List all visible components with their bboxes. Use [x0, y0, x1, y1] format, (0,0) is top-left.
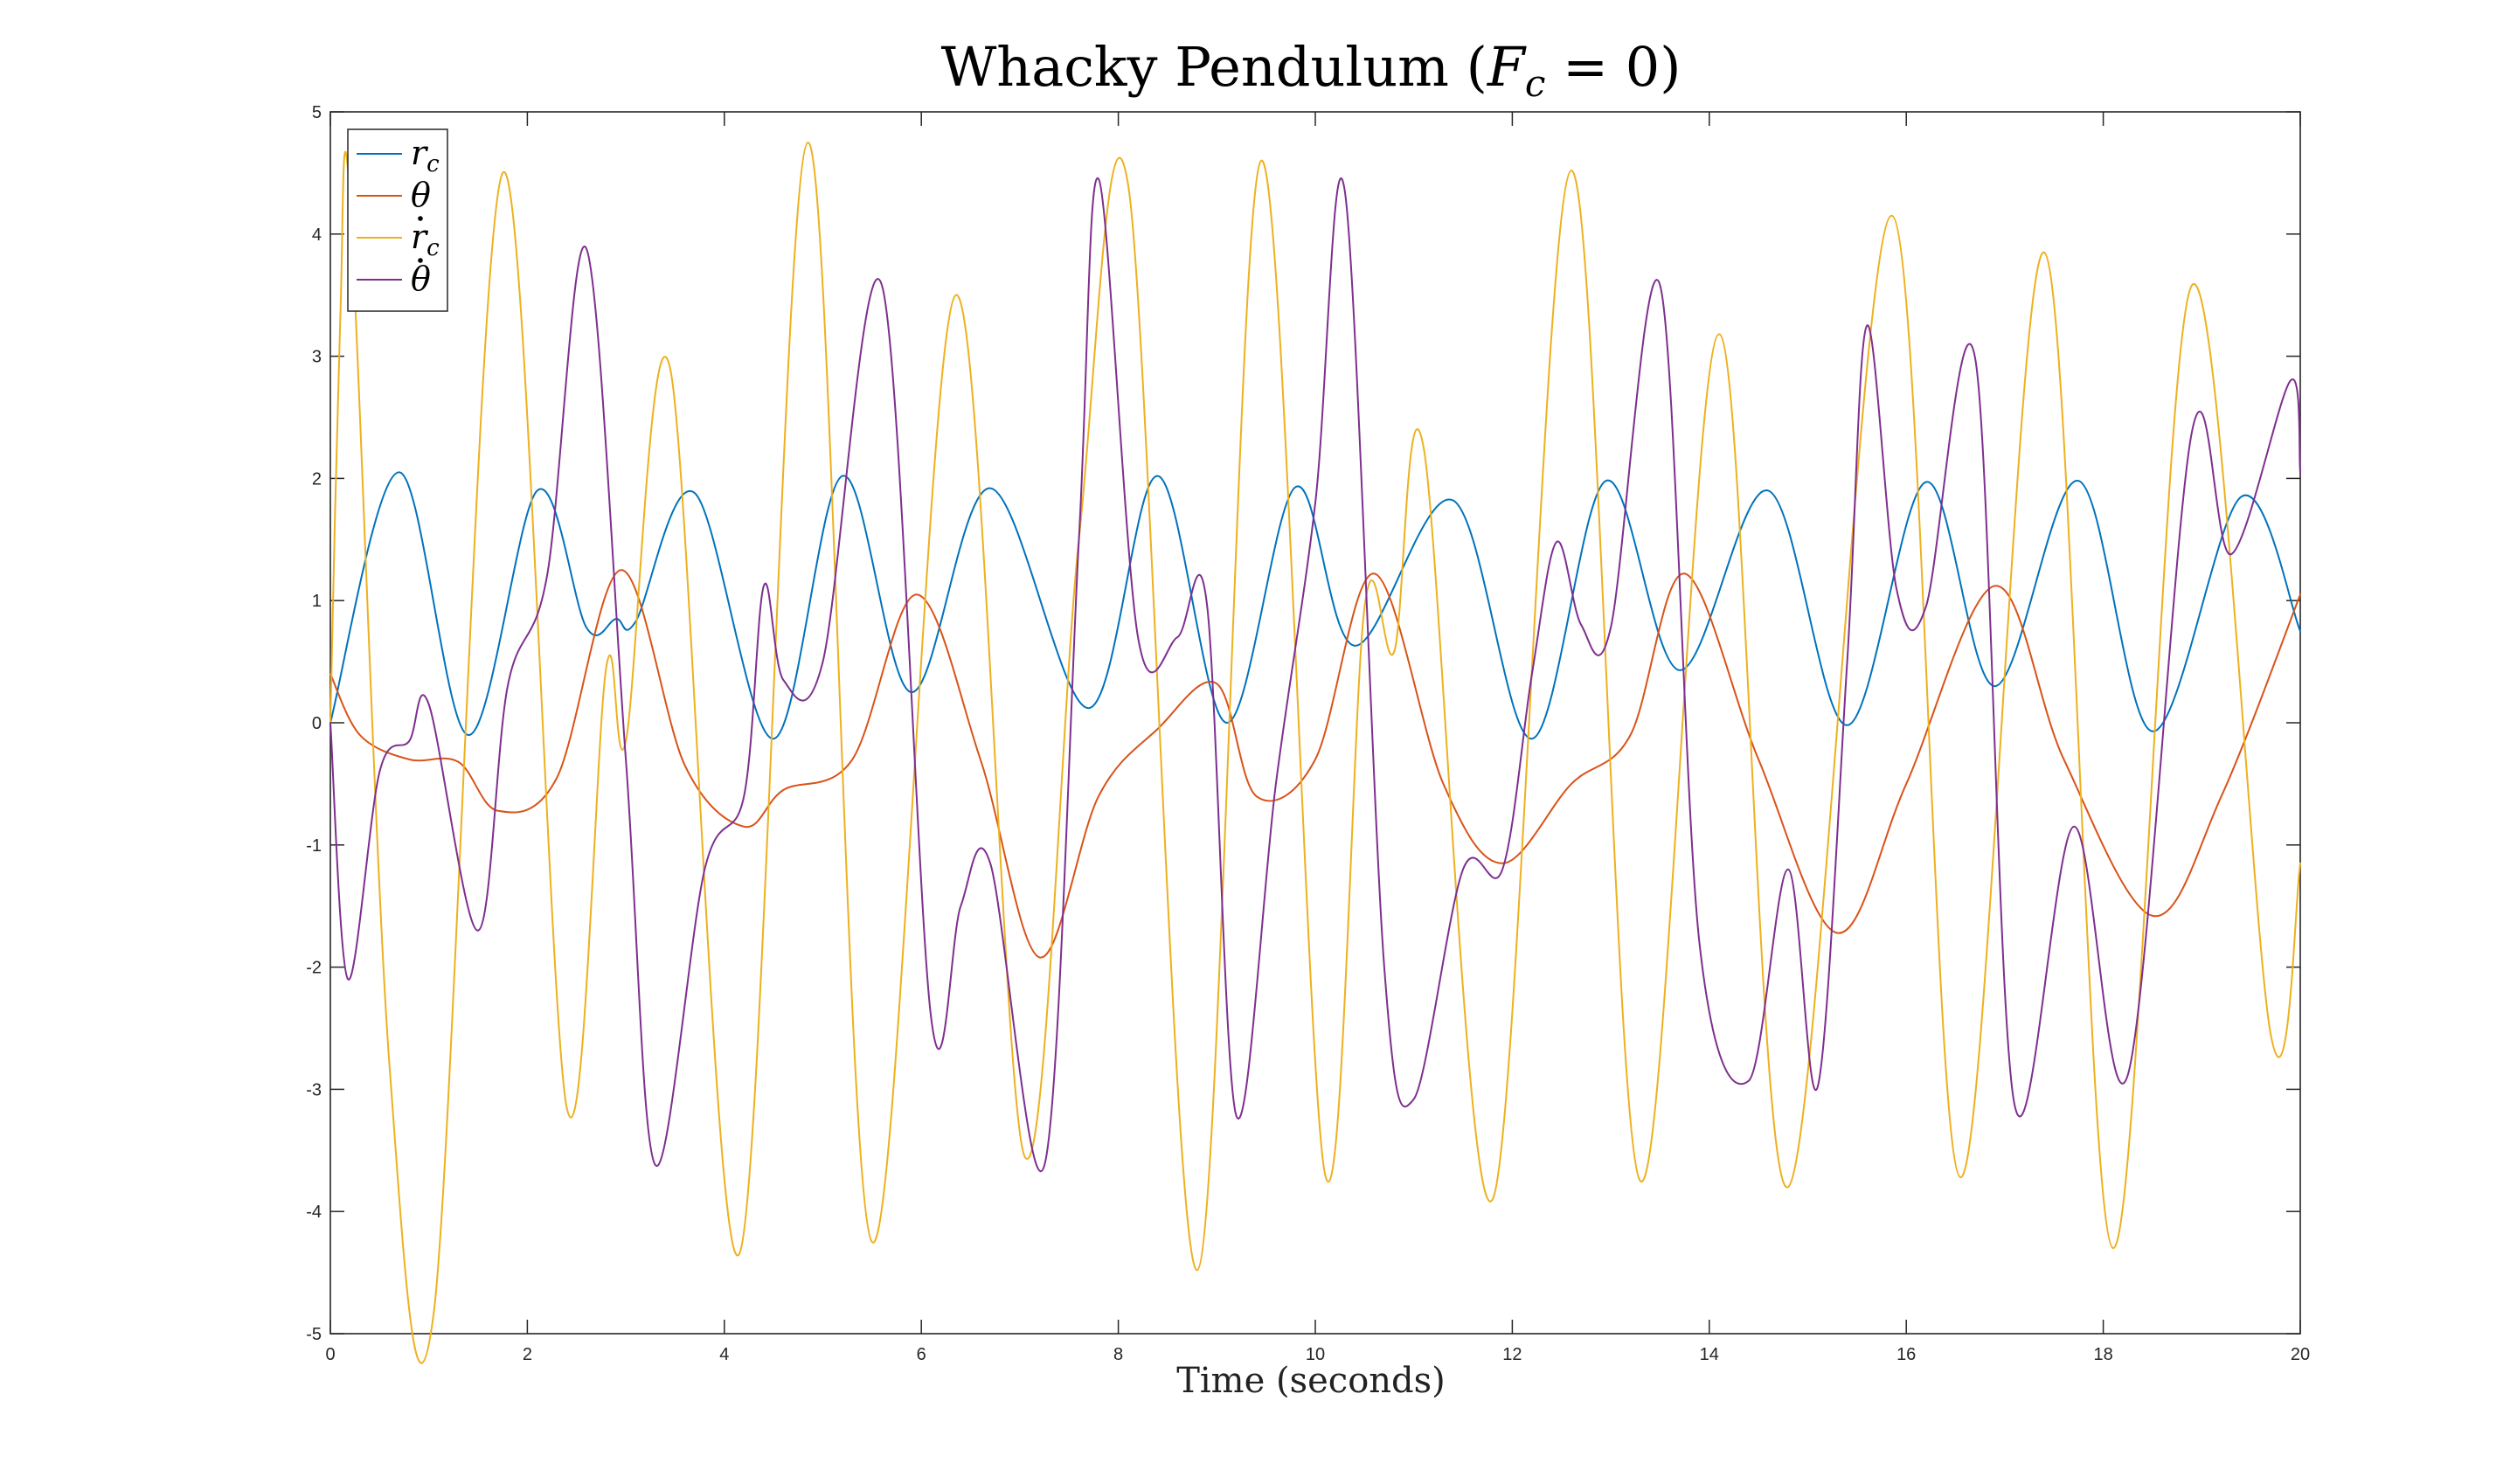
y-tick-label: 0 — [312, 714, 322, 733]
legend-entry: rc — [411, 218, 440, 261]
x-tick-label: 6 — [917, 1345, 926, 1364]
x-tick-label: 14 — [1700, 1345, 1719, 1364]
x-axis-label: Time (seconds) — [1176, 1361, 1446, 1401]
legend-entry: rc — [411, 134, 440, 177]
x-tick-label: 4 — [719, 1345, 729, 1364]
legend-entry: θ — [411, 176, 431, 214]
series-line-1 — [329, 569, 2301, 959]
y-tick-label: -4 — [306, 1203, 322, 1222]
x-tick-label: 2 — [523, 1345, 532, 1364]
y-tick-label: 2 — [312, 469, 322, 489]
plot-lines — [329, 141, 2301, 1364]
y-tick-label: -5 — [306, 1325, 322, 1344]
y-tick-label: 1 — [312, 592, 322, 611]
y-tick-label: -3 — [306, 1080, 322, 1099]
legend-dot — [418, 258, 423, 263]
chart-title: Whacky Pendulum (Fc = 0) — [941, 35, 1681, 105]
legend-box — [347, 128, 448, 312]
x-tick-label: 0 — [325, 1345, 335, 1364]
x-tick-label: 8 — [1113, 1345, 1123, 1364]
x-tick-label: 20 — [2291, 1345, 2310, 1364]
y-tick-label: 5 — [312, 103, 322, 122]
legend-entry: θ — [411, 260, 431, 298]
y-tick-label: -1 — [306, 836, 322, 856]
y-tick-label: -2 — [306, 959, 322, 978]
y-tick-label: 3 — [312, 348, 322, 367]
x-tick-label: 10 — [1306, 1345, 1325, 1364]
series-line-3 — [329, 177, 2301, 1173]
series-line-0 — [329, 471, 2301, 740]
series-line-2 — [329, 141, 2301, 1364]
legend-dot — [418, 216, 423, 221]
x-tick-label: 12 — [1502, 1345, 1522, 1364]
plot-frame — [329, 111, 2301, 1335]
y-tick-label: 4 — [312, 225, 322, 245]
x-tick-label: 18 — [2093, 1345, 2112, 1364]
x-tick-label: 16 — [1896, 1345, 1916, 1364]
